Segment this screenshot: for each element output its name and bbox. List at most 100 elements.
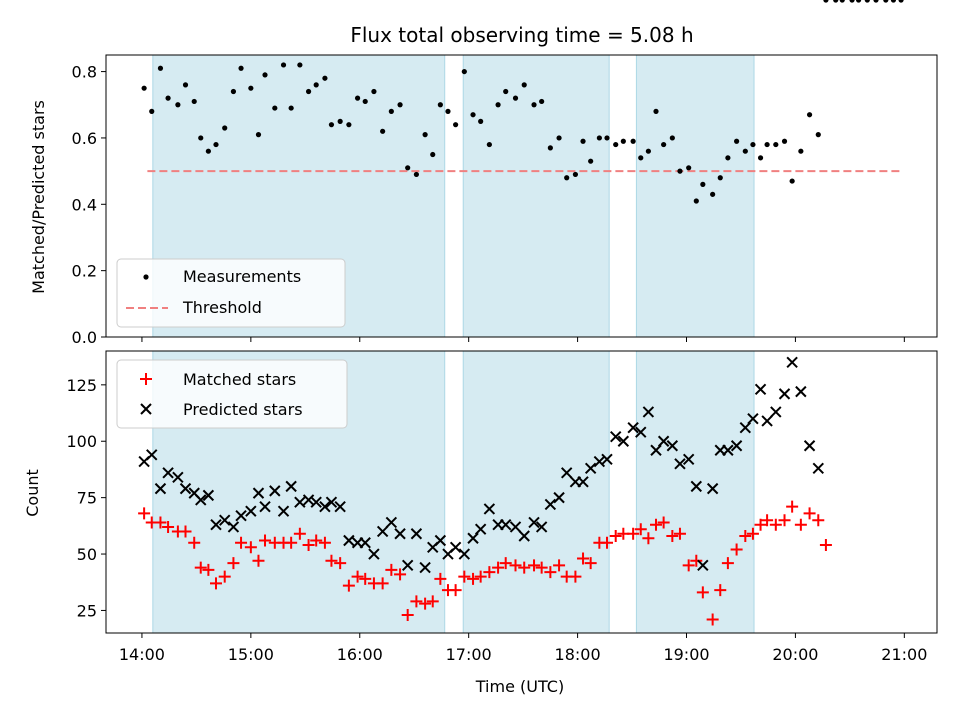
predicted-stars-point [754, 383, 767, 396]
measurements-point [833, 0, 839, 3]
measurements-point [388, 108, 394, 114]
matched-stars-point [778, 514, 791, 527]
predicted-stars-point [682, 453, 695, 465]
bottom-y-tick-label: 100 [66, 432, 97, 451]
matched-stars-point [577, 552, 590, 565]
top-y-tick-label: 0.6 [72, 129, 97, 148]
measurements-point [686, 165, 692, 171]
measurements-point [213, 141, 219, 148]
predicted-stars-point [610, 431, 622, 443]
predicted-stars-point [483, 503, 496, 515]
matched-stars-point [474, 570, 487, 583]
predicted-stars-point [235, 509, 247, 522]
predicted-stars-point [500, 519, 512, 531]
matched-stars-point [627, 527, 640, 540]
predicted-stars-point [259, 500, 271, 513]
top-axes-frame [105, 54, 938, 338]
matched-stars-point [310, 534, 323, 547]
predicted-stars-point [294, 496, 306, 508]
measurements-point [141, 85, 147, 91]
top-y-tick-label: 0.2 [72, 262, 97, 281]
x-tick-label: 21:00 [881, 645, 927, 664]
matched-stars-point [410, 595, 423, 608]
threshold-legend-label: Threshold [182, 298, 262, 317]
x-tick-label: 16:00 [337, 645, 383, 664]
predicted-stars-point [310, 496, 322, 508]
measurements-point [495, 102, 501, 108]
predicted-stars-point [195, 494, 207, 506]
matched-stars-point [318, 536, 331, 549]
matched-stars-point [706, 613, 719, 626]
predicted-stars-point [617, 435, 630, 447]
matched-stars-point [458, 570, 471, 583]
measurements-point [531, 102, 537, 108]
matched-stars-point [202, 563, 215, 576]
predicted-stars-point [795, 385, 807, 398]
matched-stars-point [754, 518, 767, 531]
predicted-stars-point [642, 406, 655, 418]
matched-stars-point [302, 539, 315, 552]
predicted-stars-point [584, 462, 597, 475]
measurements-point [572, 171, 579, 178]
matched-stars-point [803, 507, 816, 520]
measurements-point [328, 122, 335, 128]
matched-stars-point [682, 559, 695, 572]
matched-stars-series [138, 501, 832, 626]
measurements-point [661, 141, 667, 148]
predicted-stars-point [577, 476, 589, 488]
predicted-stars-point [812, 462, 824, 475]
measurements-point [262, 72, 268, 78]
measurements-point [313, 82, 319, 88]
measurements-point [638, 155, 644, 161]
measurements-point [645, 148, 651, 154]
measurements-point [588, 158, 594, 164]
measurements-point [371, 88, 377, 95]
measurements-point [461, 68, 467, 75]
matched-stars-point [259, 534, 272, 547]
predicted-stars-point [343, 534, 355, 547]
measurements-point [191, 98, 197, 105]
matched-stars-point [746, 527, 759, 540]
matched-stars-point [244, 541, 257, 554]
matched-stars-point [609, 529, 622, 542]
measurements-point [157, 65, 164, 71]
matched-stars-point [467, 572, 480, 585]
matched-stars-point [600, 536, 613, 549]
axes-layer: 0.0 0.2 0.4 0.6 0.8 25 50 75 100 125 14:00 15:00 16:… [66, 54, 938, 664]
measurements-point [630, 138, 636, 144]
predicted-stars-point [697, 559, 709, 572]
predicted-stars-point [560, 467, 573, 479]
measurements-point [823, 0, 829, 3]
predicted-stars-point [434, 534, 447, 547]
bottom-y-tick-label: 75 [77, 489, 97, 508]
predicted-stars-point [179, 482, 192, 495]
matched-stars-point [673, 527, 686, 540]
matched-stars-point [584, 557, 597, 570]
matched-stars-point [569, 570, 582, 583]
bottom-observing-window-2 [462, 350, 610, 634]
predicted-legend-marker [140, 403, 152, 415]
measurements-point [230, 88, 237, 95]
matched-stars-point [434, 572, 447, 585]
x-axis-label: Time (UTC) [475, 677, 564, 696]
chart-title: Flux total observing time = 5.08 h [350, 23, 693, 47]
matched-stars-point [359, 572, 372, 585]
measurements-point [890, 0, 897, 3]
measurements-point [297, 62, 303, 68]
measurements-point [864, 0, 870, 3]
measurements-point [620, 138, 626, 144]
measurements-point [564, 175, 570, 181]
predicted-stars-point [277, 505, 290, 517]
matched-stars-point [188, 536, 201, 549]
data-layer [138, 0, 904, 626]
measurements-legend-marker [143, 274, 149, 280]
matched-stars-point [227, 557, 240, 570]
predicted-stars-point [474, 523, 487, 535]
measurements-point [700, 181, 706, 187]
matched-stars-point [794, 518, 807, 531]
predicted-stars-point [401, 559, 414, 572]
matched-stars-point [492, 561, 505, 574]
measurements-point [669, 135, 675, 141]
predicted-stars-point [245, 505, 257, 517]
measurements-point [288, 105, 294, 111]
